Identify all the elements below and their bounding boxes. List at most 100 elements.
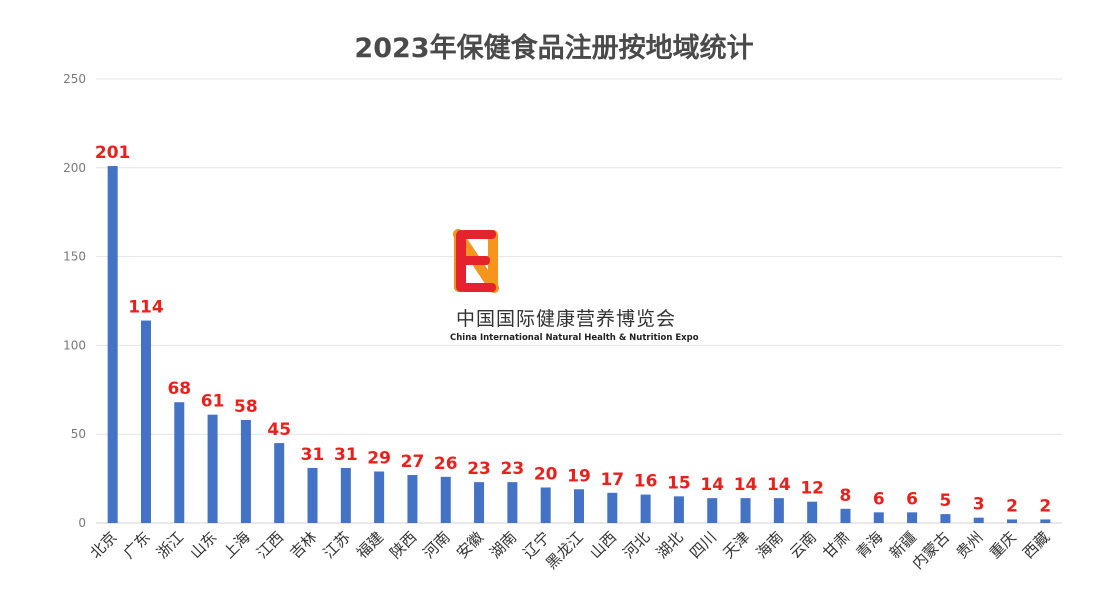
category-label: 江西 [253,528,287,562]
bar [940,514,951,523]
data-label: 114 [128,298,164,318]
bar [540,487,551,523]
bar [740,498,751,523]
category-label: 内蒙古 [909,528,954,573]
data-label: 20 [534,464,558,484]
data-label: 14 [700,475,724,495]
data-label: 14 [767,475,791,495]
bar [840,508,851,523]
category-label: 四川 [686,528,720,562]
data-label: 23 [501,459,525,479]
category-label: 浙江 [153,528,187,562]
data-label: 61 [201,392,225,412]
y-tick-label: 100 [63,338,86,352]
y-axis-ticks: 0 50 100 150 200 250 [63,72,86,530]
bar [174,402,185,523]
data-label: 5 [939,491,951,511]
data-label: 31 [334,445,358,465]
bar [474,482,485,523]
data-label: 26 [434,454,458,474]
data-label: 29 [367,448,391,468]
bar [1007,519,1018,523]
bar [1040,519,1051,523]
bar [140,320,151,523]
category-label: 广东 [120,528,154,562]
data-label: 6 [873,489,885,509]
data-label: 201 [95,143,131,163]
bar [907,512,918,523]
category-label: 黑龙江 [542,528,587,573]
category-label: 西藏 [1019,528,1053,562]
category-label: 重庆 [986,528,1020,562]
chart-title: 2023年保健食品注册按地域统计 [354,33,754,64]
category-label: 河南 [420,528,454,562]
category-label: 福建 [353,528,387,562]
y-tick-label: 200 [63,161,86,175]
data-label: 27 [401,452,425,472]
data-label: 3 [973,495,985,515]
category-label: 贵州 [953,528,987,562]
data-label: 23 [467,459,491,479]
data-label: 45 [267,420,291,440]
bar [374,471,385,523]
bar [107,166,118,524]
bar [673,496,684,523]
category-label: 天津 [719,528,753,562]
logo-name-en: China International Natural Health & Nut… [450,333,699,343]
category-label: 河北 [619,528,653,562]
x-axis-labels: 北京 广东 浙江 山东 上海 江西 吉林 江苏 福建 陕西 河南 安徽 湖南 辽宁黑龙江 山西 河北 湖北 四川天… [87,528,1054,573]
bar [773,498,784,523]
bar [707,498,718,523]
category-label: 山西 [586,528,620,562]
bar [274,443,285,523]
category-label: 北京 [87,528,121,562]
data-label: 2 [1039,496,1051,516]
bar [307,467,318,523]
bars [107,166,1051,524]
data-label: 16 [634,472,658,492]
bar [207,414,218,523]
category-label: 陕西 [386,528,420,562]
nhne-logo: 中国国际健康营养博览会 China International Natural … [450,226,699,348]
category-label: 云南 [786,528,820,562]
bar [807,501,818,523]
category-label: 上海 [220,528,254,562]
category-label: 湖北 [653,528,687,562]
category-label: 安徽 [453,528,487,562]
bar [574,489,584,523]
data-label: 8 [840,486,852,506]
category-label: 吉林 [286,528,320,562]
data-label: 31 [301,445,325,465]
category-label: 青海 [853,528,887,562]
bar [607,492,618,523]
y-tick-label: 50 [71,427,86,441]
gridlines [96,78,1062,524]
data-label: 14 [734,475,758,495]
bar [407,475,418,523]
bar [240,419,251,523]
logo-name-cn: 中国国际健康营养博览会 [455,308,676,330]
bar [640,494,651,523]
bar [507,482,518,523]
bar [340,467,351,523]
category-label: 江苏 [320,528,354,562]
data-label: 17 [600,470,624,490]
data-label: 12 [800,479,824,499]
data-label: 19 [567,466,591,486]
logo-letter-e-icon [456,230,496,292]
nhne-logo-mark [450,226,682,300]
data-label: 68 [167,379,191,399]
y-tick-label: 0 [78,516,86,530]
data-label: 6 [906,489,918,509]
bar [873,512,884,523]
category-label: 湖南 [486,528,520,562]
bar [973,517,984,523]
data-label: 15 [667,473,691,493]
data-label: 58 [234,397,258,417]
data-label: 2 [1006,496,1018,516]
category-label: 海南 [753,528,787,562]
bar [440,476,451,523]
